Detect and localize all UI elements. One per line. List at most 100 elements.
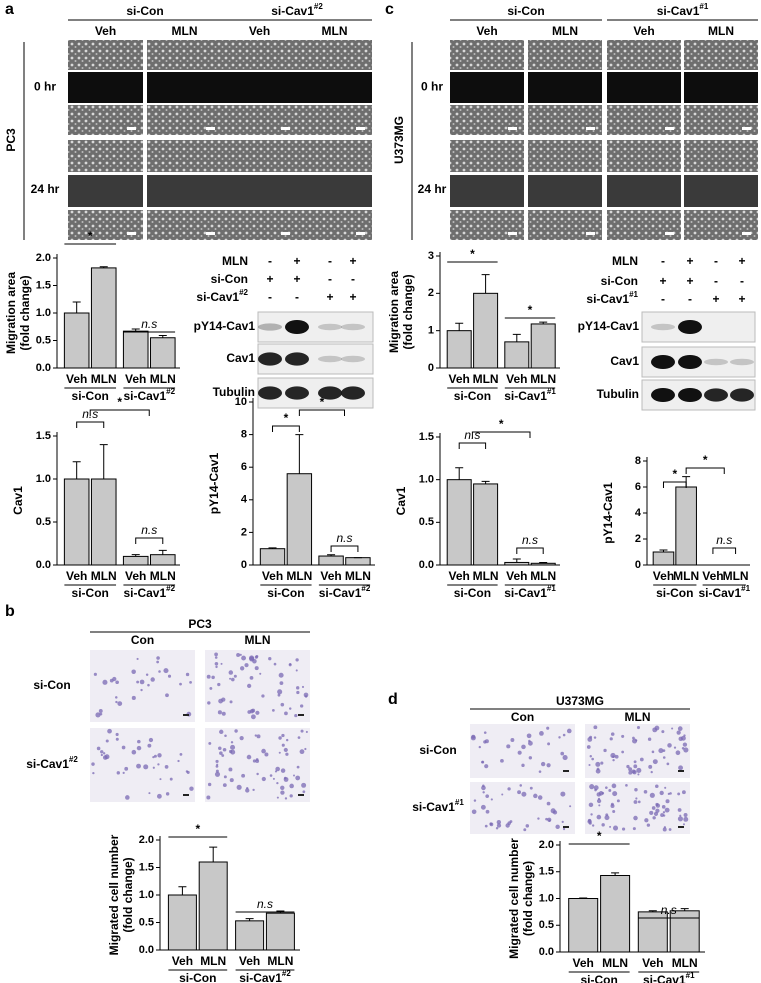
cell bbox=[546, 763, 551, 768]
y-tick-label: 2.0 bbox=[36, 252, 51, 264]
cell bbox=[104, 754, 110, 760]
cell bbox=[470, 735, 476, 741]
cell bbox=[159, 778, 162, 781]
cell bbox=[249, 676, 254, 680]
significance-bracket bbox=[298, 409, 345, 416]
group-label: si-Cav1#2 bbox=[271, 2, 323, 18]
cell bbox=[560, 791, 566, 797]
bar bbox=[446, 479, 472, 566]
cell bbox=[91, 762, 95, 766]
cell bbox=[233, 674, 237, 678]
cell bbox=[528, 739, 531, 743]
y-tick-label: 8 bbox=[635, 455, 641, 467]
cell bbox=[185, 672, 190, 677]
cell bbox=[666, 762, 670, 766]
condition-label: si-Con bbox=[601, 274, 638, 288]
bar bbox=[63, 312, 90, 369]
micrograph bbox=[528, 175, 602, 207]
bar bbox=[90, 267, 117, 369]
cell bbox=[304, 695, 308, 698]
condition-label-sup: #1 bbox=[629, 290, 638, 299]
cell bbox=[625, 784, 628, 787]
scale-bar bbox=[183, 714, 189, 716]
micrograph bbox=[68, 140, 143, 172]
cell bbox=[598, 804, 601, 807]
cell bbox=[158, 670, 161, 673]
error-bar bbox=[512, 333, 521, 342]
significance-label: n.s bbox=[141, 523, 157, 537]
cell bbox=[586, 745, 591, 749]
x-tick-label: Veh bbox=[573, 956, 594, 970]
y-tick-label: 1.0 bbox=[36, 307, 51, 319]
cell bbox=[593, 725, 598, 730]
micrograph bbox=[68, 72, 143, 103]
cell bbox=[143, 764, 149, 770]
cell bbox=[678, 765, 684, 771]
micrograph bbox=[450, 40, 524, 70]
error-bar bbox=[481, 480, 490, 484]
sign: - bbox=[268, 254, 272, 268]
cell bbox=[283, 747, 288, 753]
cell bbox=[278, 751, 281, 754]
cell bbox=[596, 798, 602, 804]
error-bar bbox=[72, 301, 81, 313]
y-tick-label: 10 bbox=[235, 396, 247, 408]
cell bbox=[537, 795, 543, 800]
cell bbox=[677, 792, 681, 796]
y-tick-label: 0 bbox=[428, 362, 434, 374]
cell bbox=[589, 784, 595, 790]
cell bbox=[628, 767, 633, 772]
cell bbox=[621, 750, 625, 754]
scale-bar bbox=[281, 127, 290, 130]
x-tick-label: Veh bbox=[449, 372, 470, 386]
cell bbox=[496, 823, 502, 828]
bar bbox=[568, 898, 599, 953]
micrograph bbox=[222, 210, 297, 240]
band bbox=[704, 358, 728, 366]
sign: - bbox=[328, 254, 332, 268]
cell bbox=[276, 781, 279, 785]
micrograph bbox=[684, 175, 758, 207]
cell bbox=[222, 747, 227, 752]
cell bbox=[296, 690, 300, 695]
cell bbox=[521, 791, 527, 797]
cell bbox=[643, 790, 648, 794]
cell bbox=[649, 792, 655, 798]
y-tick-label: 1.0 bbox=[36, 473, 51, 485]
cell bbox=[610, 802, 614, 806]
cell bbox=[588, 802, 594, 808]
cell bbox=[558, 736, 561, 739]
micrograph bbox=[470, 724, 575, 778]
y-axis-label: pY14-Cav1 bbox=[601, 482, 615, 544]
cell bbox=[297, 736, 301, 739]
significance-bracket bbox=[330, 545, 359, 552]
cell bbox=[510, 738, 515, 742]
x-tick-label: MLN bbox=[672, 956, 698, 970]
group-label-text: si-Cav1 bbox=[504, 389, 547, 403]
group-label: si-Cav1#1 bbox=[698, 584, 750, 600]
cell bbox=[662, 756, 666, 759]
cell bbox=[280, 790, 285, 795]
cell bbox=[637, 773, 640, 776]
cell bbox=[230, 749, 236, 755]
cell bbox=[228, 670, 234, 675]
error-bar bbox=[131, 554, 140, 557]
cell bbox=[595, 761, 601, 767]
y-tick-label: 0.5 bbox=[36, 334, 51, 346]
cell bbox=[275, 766, 280, 772]
cell bbox=[102, 679, 108, 685]
cell bbox=[478, 745, 481, 749]
micrograph bbox=[147, 72, 222, 103]
cell bbox=[289, 707, 292, 710]
cell bbox=[221, 754, 225, 757]
micrograph bbox=[222, 175, 297, 207]
sign: - bbox=[268, 290, 272, 304]
scale-bar bbox=[356, 232, 365, 235]
group-label: si-Con bbox=[179, 971, 216, 983]
cell bbox=[614, 754, 619, 759]
micrograph bbox=[528, 105, 602, 135]
significance-label: n.s bbox=[716, 533, 732, 547]
cell bbox=[115, 696, 118, 699]
band-label: Tubulin bbox=[213, 385, 255, 399]
scale-bar bbox=[586, 232, 595, 235]
